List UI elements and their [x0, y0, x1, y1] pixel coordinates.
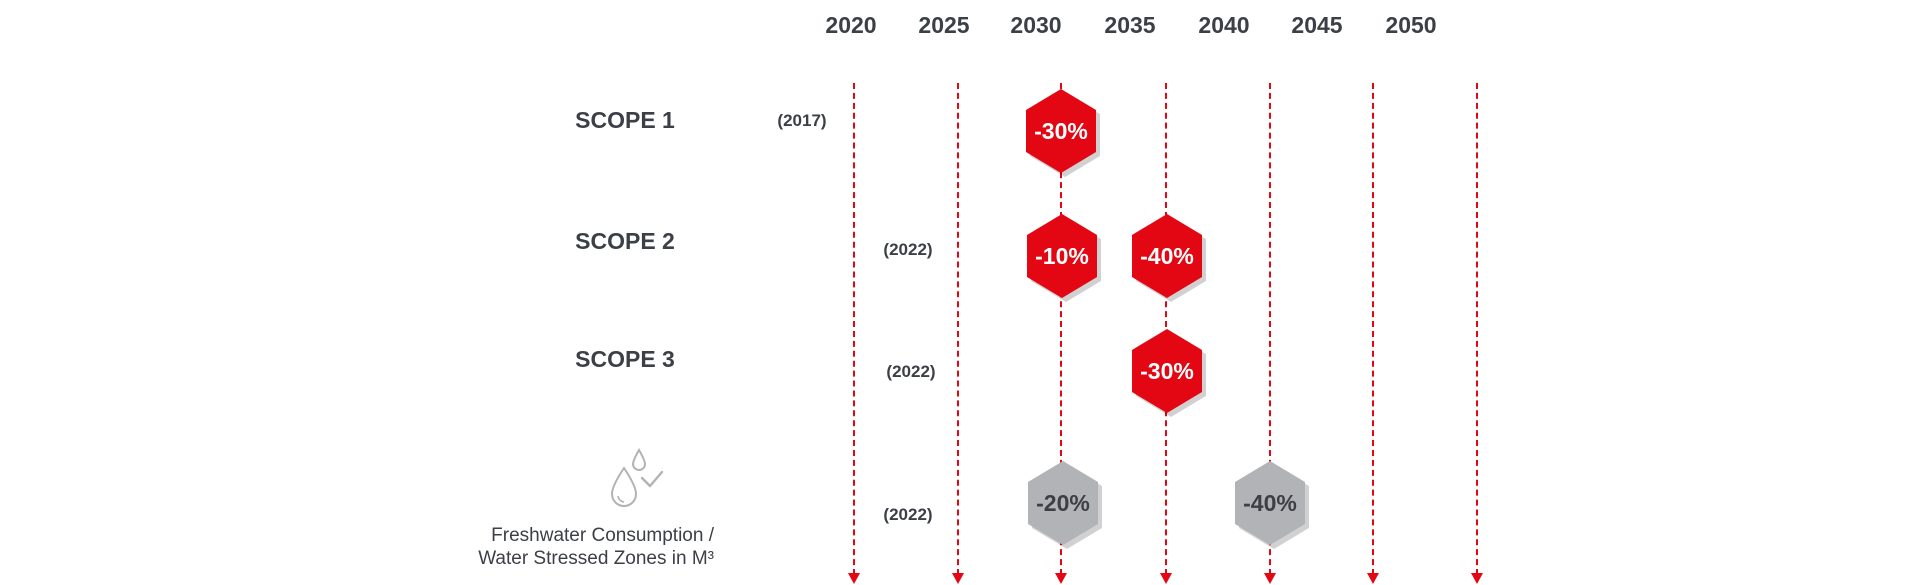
year-label-2020: 2020 [825, 12, 877, 38]
year-label-2040: 2040 [1198, 12, 1250, 38]
water-label-line-1: Freshwater Consumption / [491, 525, 714, 546]
year-label-2045: 2045 [1291, 12, 1343, 38]
scope-2-label: SCOPE 2 [575, 228, 675, 254]
timeline-arrow-icon [1160, 573, 1172, 584]
timeline-line [1269, 83, 1271, 575]
water-label-line-2: Water Stressed Zones in M³ [478, 548, 714, 569]
timeline-arrow-icon [1055, 573, 1067, 584]
timeline-line [957, 83, 959, 575]
scope-3-baseline: (2022) [886, 362, 936, 381]
scope-1-label: SCOPE 1 [575, 107, 675, 133]
timeline-line [1476, 83, 1478, 575]
timeline-arrow-icon [1264, 573, 1276, 584]
scope-2-baseline: (2022) [883, 240, 933, 259]
year-label-2035: 2035 [1104, 12, 1156, 38]
timeline-arrow-icon [1471, 573, 1483, 584]
water-baseline: (2022) [883, 505, 933, 524]
timeline-line [1372, 83, 1374, 575]
timeline-line [1165, 83, 1167, 575]
scope-3-label: SCOPE 3 [575, 346, 675, 372]
timeline-line [1060, 83, 1062, 575]
timeline-line [853, 83, 855, 575]
timeline-arrow-icon [952, 573, 964, 584]
water-label: Freshwater Consumption / Water Stressed … [434, 524, 714, 570]
year-label-2025: 2025 [918, 12, 970, 38]
timeline-arrow-icon [1367, 573, 1379, 584]
year-label-2030: 2030 [1010, 12, 1062, 38]
timeline-arrow-icon [848, 573, 860, 584]
water-drops-check-icon [610, 448, 664, 507]
year-label-2050: 2050 [1385, 12, 1437, 38]
scope-1-baseline: (2017) [777, 111, 827, 130]
